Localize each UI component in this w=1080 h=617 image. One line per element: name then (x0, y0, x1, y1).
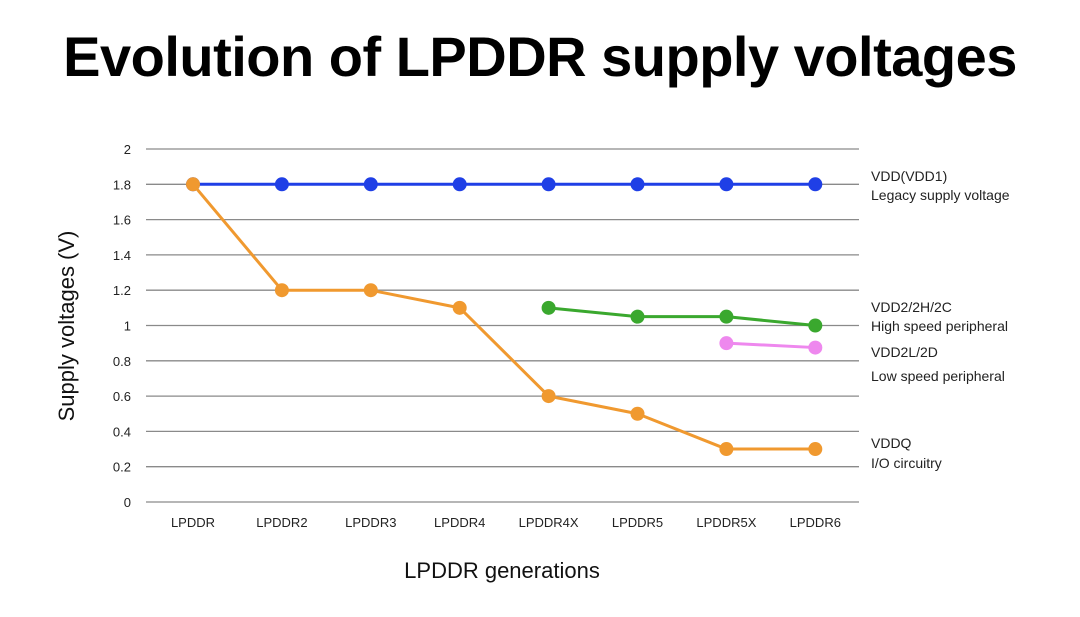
data-point (719, 177, 734, 192)
data-point (363, 177, 378, 192)
y-tick-label: 1.8 (113, 177, 131, 192)
legend-item: VDD(VDD1) Legacy supply voltage (871, 168, 1010, 203)
x-tick-label: LPDDR4 (434, 515, 485, 530)
x-tick-label: LPDDR4X (519, 515, 579, 530)
y-tick-label: 0.6 (113, 389, 131, 404)
data-point (274, 177, 289, 192)
y-tick-label: 1 (124, 319, 131, 334)
data-point (630, 406, 645, 421)
x-axis-title: LPDDR generations (404, 558, 600, 583)
x-tick-label: LPDDR3 (345, 515, 396, 530)
x-tick-label: LPDDR (171, 515, 215, 530)
legend-series-name: VDD2L/2D (871, 344, 938, 360)
legend-item: VDD2L/2D Low speed peripheral (871, 344, 1005, 384)
series-vddq (186, 177, 823, 457)
data-point (452, 177, 467, 192)
data-point (541, 177, 556, 192)
y-tick-label: 1.4 (113, 248, 131, 263)
data-point (630, 309, 645, 324)
data-point (719, 309, 734, 324)
series-line (726, 341, 816, 350)
data-point (630, 177, 645, 192)
x-tick-label: LPDDR6 (790, 515, 841, 530)
legend-series-description: Legacy supply voltage (871, 187, 1010, 203)
series-vdd2-2h-2c (541, 300, 823, 333)
data-point (274, 283, 289, 298)
x-tick-label: LPDDR5 (612, 515, 663, 530)
data-point (808, 442, 823, 457)
data-point (541, 300, 556, 315)
legend-item: VDDQ I/O circuitry (871, 435, 942, 471)
data-point (186, 177, 200, 192)
legend-series-name: VDD2/2H/2C (871, 299, 952, 315)
legend-series-description: I/O circuitry (871, 455, 942, 471)
legend-series-name: VDDQ (871, 435, 912, 451)
legend-series-description: High speed peripheral (871, 318, 1008, 334)
data-point (541, 389, 556, 404)
data-point (363, 283, 378, 298)
x-tick-label: LPDDR2 (256, 515, 307, 530)
y-tick-label: 2 (124, 142, 131, 157)
legend-series-description: Low speed peripheral (871, 368, 1005, 384)
data-point (719, 442, 734, 457)
x-tick-label: LPDDR5X (696, 515, 756, 530)
series-vdd2l-2d (719, 336, 823, 355)
y-tick-label: 0.4 (113, 424, 131, 439)
series-lines (186, 177, 823, 457)
y-tick-label: 0.8 (113, 354, 131, 369)
data-point (808, 340, 823, 355)
y-tick-label: 1.6 (113, 213, 131, 228)
data-point (452, 300, 467, 315)
y-tick-label: 1.2 (113, 283, 131, 298)
legend-item: VDD2/2H/2C High speed peripheral (871, 299, 1008, 334)
series-line (548, 306, 816, 327)
legend-series-name: VDD(VDD1) (871, 168, 947, 184)
y-tick-label: 0.2 (113, 460, 131, 475)
legend: VDD(VDD1) Legacy supply voltage VDD2/2H/2C… (871, 168, 1010, 471)
data-point (808, 318, 823, 333)
y-axis-ticks: 0 0.2 0.4 0.6 0.8 1 1.2 1.4 1.6 1.8 2 (113, 142, 131, 510)
series-vdd-vdd1- (186, 177, 823, 192)
chart-title: Evolution of LPDDR supply voltages (63, 25, 1017, 88)
series-line (191, 183, 816, 451)
x-axis-ticks: LPDDR LPDDR2 LPDDR3 LPDDR4 LPDDR4X LPDDR5 LPDD… (171, 515, 841, 530)
y-axis-title: Supply voltages (V) (54, 231, 79, 422)
data-point (719, 336, 734, 351)
data-point (808, 177, 823, 192)
y-tick-label: 0 (124, 495, 131, 510)
